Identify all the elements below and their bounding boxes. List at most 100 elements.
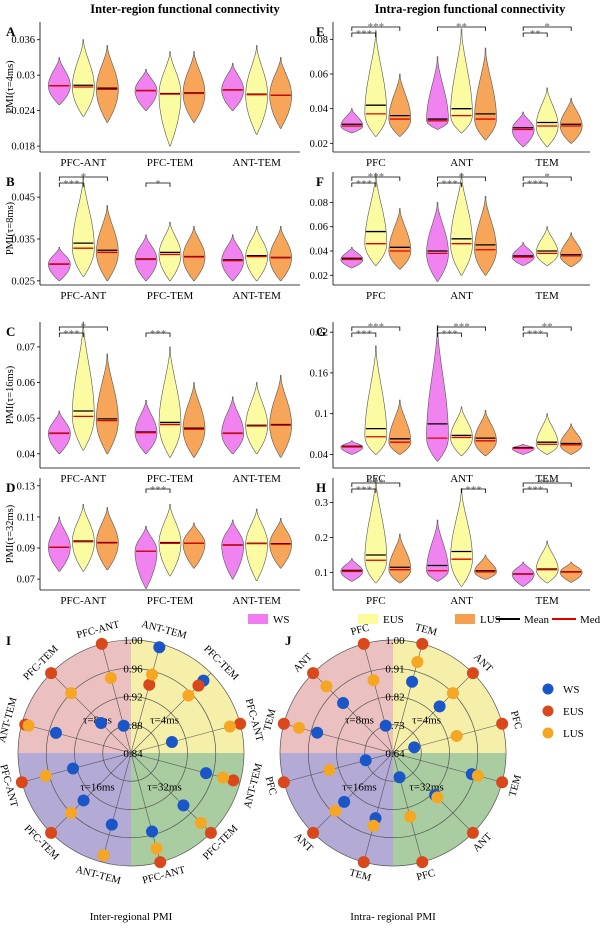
violin-LUS bbox=[559, 423, 583, 455]
significance-bracket bbox=[351, 32, 377, 37]
spoke-label: ANT-TEM bbox=[140, 619, 188, 642]
spoke-label: PFC-ANT bbox=[243, 698, 265, 744]
point-EUS bbox=[15, 776, 28, 789]
significance-label: *** bbox=[150, 328, 167, 340]
y-tick-label: 0.036 bbox=[11, 35, 35, 46]
violin-WS bbox=[426, 519, 449, 582]
violin-EUS bbox=[535, 413, 559, 455]
panel-letter: D bbox=[6, 480, 15, 495]
spoke bbox=[101, 752, 132, 863]
significance-bracket bbox=[58, 182, 84, 187]
point-EUS bbox=[496, 717, 509, 730]
violin-LUS bbox=[269, 57, 293, 129]
x-tick-label: TEM bbox=[536, 473, 559, 485]
violin-EUS bbox=[450, 406, 473, 457]
point-WS bbox=[311, 726, 324, 739]
significance-label: *** bbox=[368, 21, 385, 33]
violin-EUS bbox=[71, 39, 95, 117]
significance-label: *** bbox=[527, 178, 544, 190]
spoke bbox=[283, 752, 394, 783]
y-tick-label: 0.3 bbox=[315, 498, 328, 509]
x-tick-label: PFC bbox=[366, 290, 386, 302]
point-LUS bbox=[367, 819, 380, 832]
grid-ring bbox=[364, 724, 422, 782]
y-tick-label: 0.025 bbox=[11, 276, 35, 287]
violin-LUS bbox=[182, 226, 206, 282]
polar-legend-marker bbox=[542, 705, 554, 717]
point-EUS bbox=[143, 678, 156, 691]
violin-EUS bbox=[245, 508, 269, 582]
significance-label: *** bbox=[539, 477, 556, 489]
violin-EUS bbox=[535, 540, 559, 584]
panel-A: A PMI(τ=4ms) 0.036 0.03 0.024 0.018 PFC-ANT PFC… bbox=[5, 22, 300, 169]
spoke-label: PFC-ANT bbox=[141, 865, 187, 887]
panel-letter: F bbox=[316, 174, 324, 189]
x-tick-label: TEM bbox=[536, 595, 559, 607]
violin-EUS bbox=[450, 488, 473, 587]
violin-panels: A PMI(τ=4ms) 0.036 0.03 0.024 0.018 PFC-ANT PFC… bbox=[5, 21, 590, 607]
y-tick-label: 0.024 bbox=[11, 106, 35, 117]
y-axis-label: PMI(τ=32ms) bbox=[5, 504, 16, 563]
significance-label: *** bbox=[63, 328, 80, 340]
significance-label: *** bbox=[441, 178, 458, 190]
violin-WS bbox=[426, 56, 449, 130]
spoke bbox=[363, 643, 394, 754]
point-LUS bbox=[320, 680, 333, 693]
spoke bbox=[130, 643, 161, 754]
y-tick-label: 0.02 bbox=[310, 139, 328, 150]
point-WS bbox=[153, 641, 166, 654]
spoke-label: TEM bbox=[414, 622, 439, 639]
spoke bbox=[50, 672, 132, 754]
spoke-label: ANT-TEM bbox=[0, 696, 20, 744]
violin-WS bbox=[48, 57, 71, 105]
violin-EUS bbox=[364, 172, 388, 266]
point-EUS bbox=[45, 826, 58, 839]
panel-letter: A bbox=[6, 24, 16, 39]
significance-label: *** bbox=[356, 178, 373, 190]
spoke bbox=[130, 723, 241, 754]
y-tick-label: 0.08 bbox=[310, 35, 328, 46]
point-LUS bbox=[104, 671, 117, 684]
point-LUS bbox=[97, 849, 110, 862]
point-WS bbox=[49, 726, 62, 739]
point-WS bbox=[177, 799, 190, 812]
ring-label: 0.84 bbox=[123, 748, 143, 760]
significance-label: * bbox=[459, 171, 465, 183]
significance-label: *** bbox=[368, 171, 385, 183]
point-WS bbox=[393, 771, 406, 784]
y-tick-label: 0.07 bbox=[17, 575, 35, 586]
point-LUS bbox=[194, 816, 207, 829]
violin-WS bbox=[221, 519, 245, 580]
significance-label: ** bbox=[530, 28, 541, 40]
legend-label: Median bbox=[580, 614, 600, 626]
point-WS bbox=[95, 717, 108, 730]
spoke bbox=[21, 723, 132, 754]
spoke bbox=[363, 752, 394, 863]
violin-WS bbox=[47, 410, 71, 455]
significance-label: * bbox=[155, 178, 161, 190]
point-EUS bbox=[357, 637, 370, 650]
significance-label: *** bbox=[527, 484, 544, 496]
significance-label: *** bbox=[441, 328, 458, 340]
legend-label: EUS bbox=[383, 614, 404, 626]
significance-bracket bbox=[58, 176, 108, 181]
violin-EUS bbox=[245, 382, 268, 455]
spoke-label: TEM bbox=[348, 868, 373, 885]
polar-legend-label: WS bbox=[563, 684, 580, 696]
point-LUS bbox=[446, 687, 459, 700]
violin-WS bbox=[134, 399, 158, 455]
point-EUS bbox=[496, 776, 509, 789]
x-tick-label: ANT bbox=[450, 157, 473, 169]
significance-label: * bbox=[544, 21, 550, 33]
ring-label: 1.00 bbox=[385, 635, 405, 647]
violin-WS bbox=[134, 234, 158, 282]
significance-bracket bbox=[437, 176, 486, 181]
x-tick-label: PFC-ANT bbox=[60, 290, 106, 302]
significance-bracket bbox=[522, 32, 548, 37]
significance-label: *** bbox=[356, 328, 373, 340]
point-EUS bbox=[307, 667, 320, 680]
violin-LUS bbox=[559, 232, 583, 268]
y-tick-label: 0.16 bbox=[310, 368, 328, 379]
